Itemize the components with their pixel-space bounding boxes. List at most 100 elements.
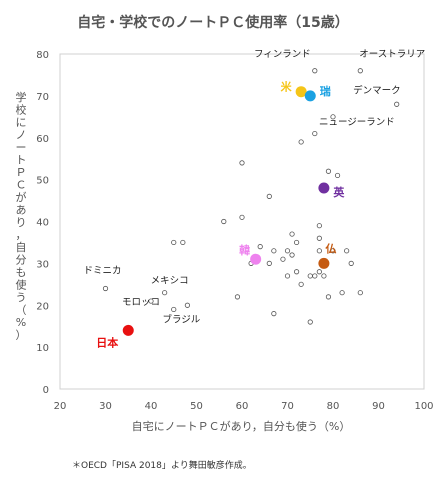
highlight-point [318,257,330,269]
y-axis-label-char: ） [16,329,27,342]
x-tick-label: 40 [145,401,158,412]
y-axis-label-char: う [16,291,27,304]
y-tick-label: 40 [36,218,49,229]
x-axis-label: 自宅にノートＰＣがあり，自分も使う（%） [132,419,351,433]
highlight-label: 瑞 [320,84,331,98]
data-point [321,273,327,279]
data-point [289,231,295,237]
y-tick-label: 60 [36,134,49,145]
y-tick-label: 0 [43,385,49,396]
data-point [289,252,295,258]
y-axis-label-char: 学 [16,90,27,104]
highlight-point [295,86,307,98]
data-point [307,273,313,279]
point-label: メキシコ [151,276,189,287]
data-point [148,298,154,304]
y-axis-label-char: ノ [16,129,27,142]
data-point [184,302,190,308]
x-tick-label: 100 [414,401,433,412]
y-axis-label-char: あ [16,204,27,217]
data-point [344,248,350,254]
y-axis-label-char: り [16,216,27,229]
point-label: ニュージーランド [319,117,395,128]
y-axis-label-char: に [16,116,27,129]
data-point [316,269,322,275]
y-axis-label-char: も [16,266,27,279]
data-point [271,248,277,254]
data-point [239,214,245,220]
data-point [339,290,345,296]
highlight-label: 日本 [96,335,118,349]
point-label: ブラジル [162,313,200,325]
highlight-point [304,90,316,102]
data-point [330,248,336,254]
highlight-point [318,182,330,194]
data-point [171,239,177,246]
plot-area-border [59,53,425,390]
data-point [280,256,286,262]
data-points [102,68,400,336]
x-tick-label: 50 [190,401,203,412]
point-label: オーストラリア [359,49,425,60]
y-tick-label: 10 [36,343,49,354]
data-labels: フィンランド オーストラリアデンマークニュージーランドドミニカメキシコモロッコブラ… [83,49,425,350]
data-point [312,130,318,137]
data-point [312,68,318,74]
data-point [298,139,304,145]
data-point [257,244,263,250]
x-tick-label: 20 [54,401,67,412]
data-point [348,260,354,266]
data-point [180,239,186,246]
data-point [316,248,322,254]
data-point [394,101,400,107]
y-tick-label: 30 [36,259,49,270]
data-point [293,269,300,275]
data-point [284,273,291,279]
data-point [293,239,300,246]
plot-frame [59,53,425,390]
y-axis-label-char: ト [16,154,27,167]
highlight-point [122,324,134,336]
y-axis-label-char: 自 [16,241,27,254]
point-label: デンマーク [353,84,401,96]
x-tick-label: 70 [281,401,294,412]
y-axis-label-char: Ｃ [16,179,27,192]
x-tick-label: 80 [327,401,340,412]
data-point [102,285,109,292]
data-point [221,218,227,225]
y-axis-label-char: Ｐ [16,166,27,179]
data-point [334,172,341,179]
highlight-point [250,253,262,265]
data-point [266,260,272,266]
data-point [162,290,168,296]
x-tick-label: 60 [236,401,249,412]
highlight-label: 韓 [239,243,250,257]
point-label: ドミニカ [83,266,121,277]
y-tick-label: 20 [36,301,49,312]
data-point [330,114,336,120]
data-point [312,273,318,279]
y-tick-label: 80 [36,50,49,61]
y-axis-label-char: が [16,190,27,204]
y-axis-label-char: 使 [16,279,27,292]
y-axis-label-char: ， [16,229,27,242]
data-point [271,311,277,317]
x-tick-label: 30 [99,401,112,412]
data-point [234,294,241,300]
data-point [239,160,245,166]
data-point [284,248,291,254]
y-axis-label-char: % [16,316,26,329]
highlight-label: 仏 [325,242,336,255]
x-tick-label: 90 [372,401,385,412]
y-axis-label-char: 分 [16,254,27,267]
highlight-label: 英 [332,185,345,199]
data-point [357,290,363,296]
y-axis-label-char: ー [16,141,27,154]
source-note: ＊OECD「PISA 2018」より舞田敏彦作成。 [72,459,252,471]
y-axis-label-char: 校 [16,103,27,117]
point-label: フィンランド [254,49,311,60]
y-tick-label: 50 [36,176,49,187]
y-tick-label: 70 [36,92,49,103]
